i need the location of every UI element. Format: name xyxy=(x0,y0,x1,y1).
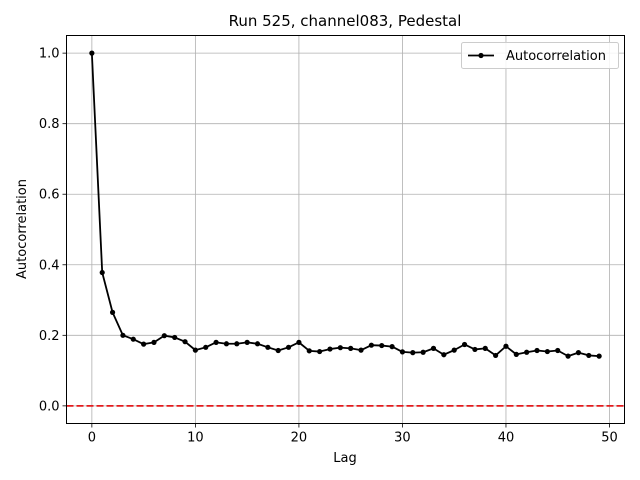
y-tick-label: 0.8 xyxy=(39,117,60,132)
x-tick-label: 50 xyxy=(601,431,618,446)
data-point xyxy=(327,346,333,352)
x-tick-label: 0 xyxy=(88,431,96,446)
x-axis-ticks: 0 10 20 30 40 50 xyxy=(88,423,618,446)
x-tick-label: 40 xyxy=(498,431,515,446)
x-tick-label: 10 xyxy=(187,431,204,446)
y-tick-label: 0.2 xyxy=(39,329,60,344)
data-point xyxy=(555,347,561,354)
data-point xyxy=(99,269,105,276)
series-layer xyxy=(89,50,602,359)
data-point xyxy=(503,343,509,349)
data-point xyxy=(275,347,281,354)
data-point xyxy=(596,353,602,359)
data-point xyxy=(575,350,582,356)
data-point xyxy=(534,347,540,354)
data-point xyxy=(306,348,312,354)
data-point xyxy=(223,341,230,347)
legend: Autocorrelation xyxy=(461,42,619,69)
data-point xyxy=(172,334,178,341)
chart-title: Run 525, channel083, Pedestal xyxy=(229,12,462,30)
plot-frame xyxy=(66,35,625,424)
data-point xyxy=(482,345,488,351)
data-point xyxy=(141,341,147,347)
data-point xyxy=(285,344,292,350)
data-point xyxy=(524,349,530,355)
data-point xyxy=(151,339,157,345)
data-point xyxy=(565,353,571,359)
data-point xyxy=(213,339,219,345)
data-point xyxy=(368,342,374,348)
data-point xyxy=(379,342,385,349)
legend-label: Autocorrelation xyxy=(506,49,606,64)
data-point xyxy=(120,332,126,338)
data-point xyxy=(317,348,323,355)
data-point xyxy=(441,352,447,358)
data-point xyxy=(451,347,457,353)
data-point xyxy=(89,50,95,56)
data-point xyxy=(244,339,250,345)
y-axis-ticks: 0.0 0.2 0.4 0.6 0.8 1.0 xyxy=(39,47,67,414)
data-point xyxy=(586,352,592,359)
y-axis-label: Autocorrelation xyxy=(15,179,30,279)
data-point xyxy=(399,349,406,355)
data-point xyxy=(513,351,519,357)
data-point xyxy=(182,339,188,345)
data-point xyxy=(544,348,550,355)
legend-box xyxy=(461,42,619,69)
data-point xyxy=(203,344,209,350)
data-point xyxy=(265,344,271,350)
data-point xyxy=(130,336,136,342)
data-point xyxy=(348,345,354,351)
legend-marker-sample xyxy=(478,52,484,59)
data-point xyxy=(358,347,364,353)
data-point xyxy=(389,344,395,350)
data-point xyxy=(109,309,116,315)
x-axis-label: Lag xyxy=(333,451,356,466)
data-point xyxy=(296,339,302,345)
data-point xyxy=(430,345,437,351)
y-tick-label: 0.0 xyxy=(39,399,60,414)
data-point xyxy=(234,341,240,347)
data-point xyxy=(192,347,198,353)
y-tick-label: 0.4 xyxy=(39,258,60,273)
data-point xyxy=(161,333,167,339)
data-point xyxy=(410,350,416,356)
y-tick-label: 0.6 xyxy=(39,188,60,203)
data-point xyxy=(420,349,426,355)
data-point xyxy=(461,341,468,348)
data-point xyxy=(337,345,343,351)
y-tick-label: 1.0 xyxy=(39,47,60,62)
x-tick-label: 20 xyxy=(291,431,308,446)
data-point xyxy=(493,352,499,359)
data-point xyxy=(254,341,261,347)
data-point xyxy=(472,346,478,353)
x-tick-label: 30 xyxy=(394,431,411,446)
